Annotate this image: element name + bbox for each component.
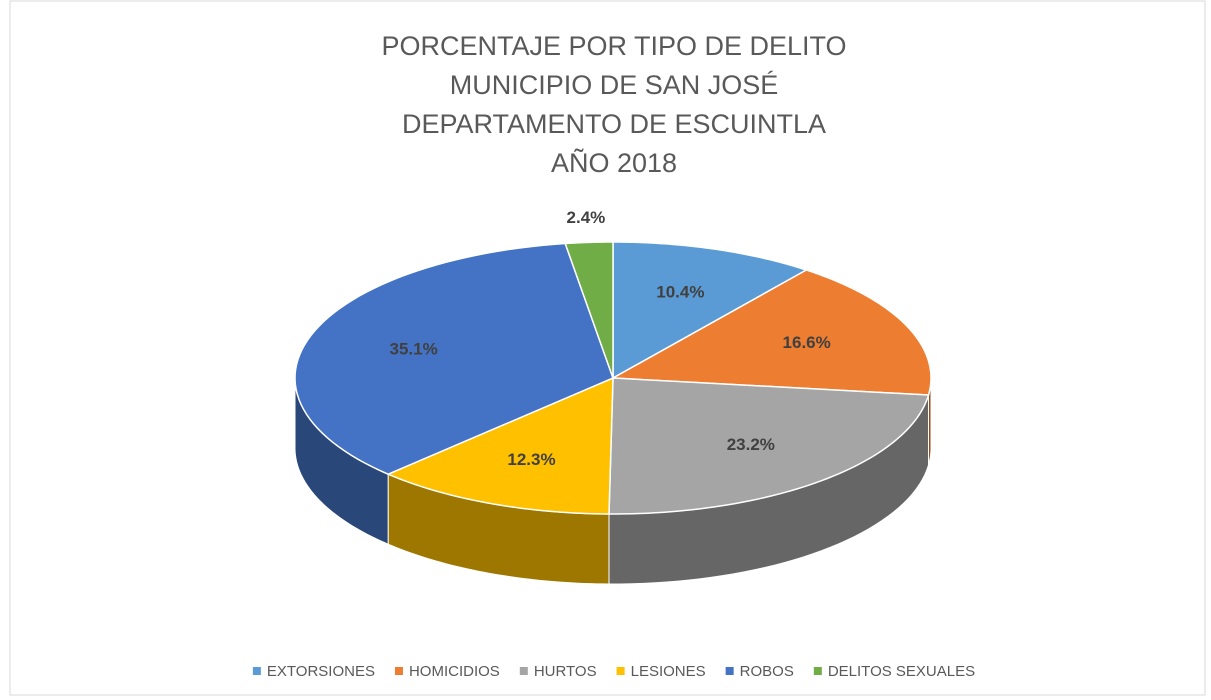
legend-label: LESIONES: [631, 663, 706, 680]
pie-slice: [294, 242, 614, 475]
data-label: 10.4%: [656, 282, 704, 301]
data-labels: 10.4% 16.6% 23.2% 12.3% 35.1% 2.4%: [389, 208, 830, 469]
legend-label: DELITOS SEXUALES: [828, 663, 975, 680]
legend-label: HURTOS: [534, 663, 597, 680]
legend-swatch: [519, 667, 528, 675]
legend-swatch: [394, 667, 403, 675]
legend-swatch: [725, 667, 734, 675]
legend-swatch: [616, 667, 625, 675]
title-group: PORCENTAJE POR TIPO DE DELITO MUNICIPIO D…: [381, 31, 846, 178]
data-label: 12.3%: [507, 450, 555, 469]
pie-slice: [608, 377, 930, 515]
chart-title: PORCENTAJE POR TIPO DE DELITO: [381, 31, 846, 61]
pie-slice: [610, 269, 932, 396]
pie-sides: [294, 377, 932, 585]
data-label: 23.2%: [727, 435, 775, 454]
pie-slice: [564, 241, 614, 379]
chart-title: AÑO 2018: [551, 147, 677, 178]
data-label: 16.6%: [783, 333, 831, 352]
legend-label: ROBOS: [740, 663, 794, 680]
legend-label: HOMICIDIOS: [409, 663, 500, 680]
data-label: 2.4%: [567, 208, 606, 227]
legend-label: EXTORSIONES: [267, 663, 375, 680]
pie-slice: [612, 241, 809, 380]
legend-swatch: [813, 667, 822, 675]
chart-title: DEPARTAMENTO DE ESCUINTLA: [402, 109, 826, 139]
chart-title: MUNICIPIO DE SAN JOSÉ: [450, 70, 779, 100]
legend-swatch: [252, 667, 261, 675]
legend: EXTORSIONES HOMICIDIOS HURTOS LESIONES ROBOS…: [252, 663, 975, 680]
pie-slice: [386, 376, 614, 515]
pie-tops: [294, 241, 932, 515]
data-label: 35.1%: [389, 339, 437, 358]
